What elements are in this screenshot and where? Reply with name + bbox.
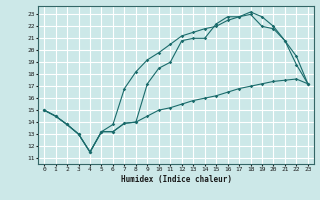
X-axis label: Humidex (Indice chaleur): Humidex (Indice chaleur) — [121, 175, 231, 184]
